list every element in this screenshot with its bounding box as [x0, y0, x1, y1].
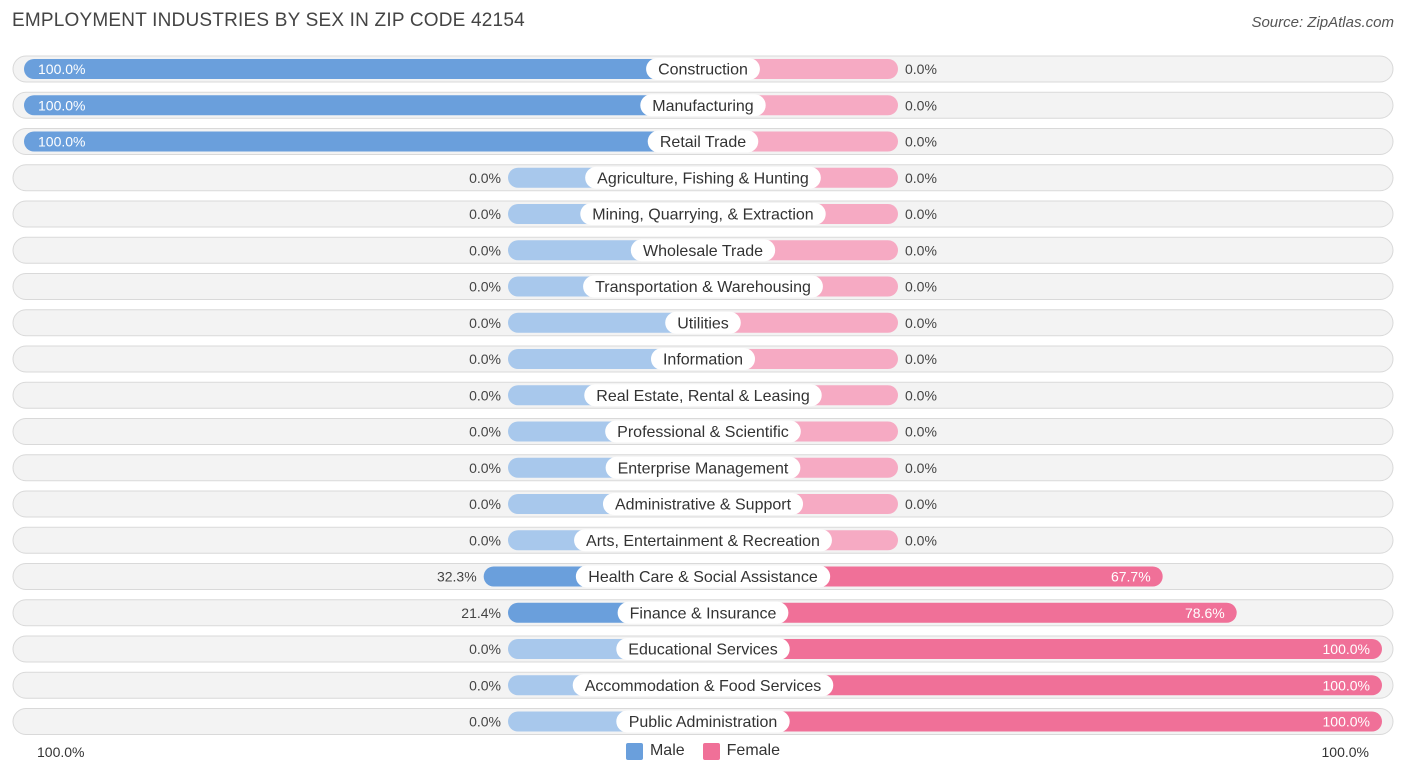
- chart-canvas: Construction 100.0% 0.0% Manufacturing 100.0…: [12, 55, 1394, 735]
- category-label-bg: [605, 420, 801, 443]
- category-label-bg: [630, 239, 776, 262]
- legend-label-female: Female: [726, 742, 781, 759]
- male-bar: [508, 312, 703, 333]
- category-label: Educational Services: [628, 642, 777, 659]
- category-label: Professional & Scientific: [617, 424, 789, 441]
- category-label-bg: [605, 456, 801, 479]
- category-label: Health Care & Social Assistance: [588, 569, 818, 586]
- axis-left-label: 100.0%: [37, 744, 85, 760]
- legend-item-female: Female: [702, 742, 781, 760]
- category-label-bg: [665, 311, 741, 334]
- category-label-bg: [617, 601, 789, 624]
- female-value-label: 0.0%: [905, 61, 937, 77]
- category-label-bg: [575, 565, 831, 588]
- female-value-label: 0.0%: [905, 496, 937, 512]
- category-label: Retail Trade: [660, 134, 746, 151]
- category-label-bg: [616, 638, 790, 660]
- category-label: Information: [663, 352, 743, 369]
- category-label-bg: [616, 710, 790, 733]
- female-value-label: 0.0%: [905, 424, 937, 440]
- legend-swatch-female: [702, 742, 720, 760]
- legend: Male Female: [0, 742, 1406, 760]
- chart-title: EMPLOYMENT INDUSTRIES BY SEX IN ZIP CODE…: [12, 10, 525, 31]
- male-value-label: 100.0%: [38, 134, 85, 150]
- male-value-label: 0.0%: [469, 460, 501, 476]
- female-value-label: 0.0%: [905, 134, 937, 150]
- category-label: Construction: [658, 62, 748, 79]
- female-value-label: 0.0%: [905, 532, 937, 548]
- female-value-label: 100.0%: [1323, 677, 1370, 693]
- male-value-label: 0.0%: [469, 714, 501, 730]
- category-label-bg: [574, 529, 832, 552]
- category-label: Utilities: [677, 315, 729, 332]
- female-value-label: 0.0%: [905, 315, 937, 331]
- female-value-label: 0.0%: [905, 97, 937, 113]
- female-value-label: 0.0%: [905, 460, 937, 476]
- female-value-label: 78.6%: [1185, 605, 1225, 621]
- category-label: Mining, Quarrying, & Extraction: [592, 207, 813, 224]
- category-label: Agriculture, Fishing & Hunting: [597, 170, 809, 187]
- female-value-label: 0.0%: [905, 351, 937, 367]
- male-value-label: 0.0%: [469, 677, 501, 693]
- male-bar: [24, 59, 703, 79]
- category-label-bg: [646, 58, 760, 80]
- male-value-label: 0.0%: [469, 315, 501, 331]
- axis-right-label: 100.0%: [1321, 744, 1369, 760]
- category-label: Public Administration: [629, 714, 778, 731]
- female-value-label: 0.0%: [905, 387, 937, 403]
- female-value-label: 0.0%: [905, 279, 937, 295]
- category-label-bg: [584, 384, 822, 407]
- female-bar: [703, 675, 1382, 696]
- female-bar: [703, 711, 1382, 732]
- female-value-label: 0.0%: [905, 206, 937, 222]
- female-bar: [703, 602, 1237, 623]
- female-bar: [703, 639, 1382, 659]
- category-label: Real Estate, Rental & Leasing: [596, 388, 809, 405]
- female-value-label: 100.0%: [1323, 641, 1370, 657]
- category-label: Arts, Entertainment & Recreation: [586, 533, 820, 550]
- male-value-label: 21.4%: [461, 605, 501, 621]
- male-value-label: 100.0%: [38, 61, 85, 77]
- category-label-bg: [580, 203, 826, 225]
- category-label: Administrative & Support: [615, 497, 792, 514]
- male-value-label: 0.0%: [469, 496, 501, 512]
- legend-swatch-male: [625, 742, 643, 760]
- female-value-label: 0.0%: [905, 242, 937, 258]
- category-label-bg: [583, 275, 823, 298]
- female-value-label: 100.0%: [1323, 714, 1370, 730]
- male-value-label: 0.0%: [469, 170, 501, 186]
- male-value-label: 0.0%: [469, 424, 501, 440]
- category-label: Wholesale Trade: [643, 243, 763, 260]
- category-label-bg: [602, 493, 804, 515]
- female-value-label: 67.7%: [1111, 569, 1151, 585]
- category-label-bg: [640, 94, 766, 117]
- category-label-bg: [647, 130, 759, 153]
- female-value-label: 0.0%: [905, 170, 937, 186]
- male-value-label: 0.0%: [469, 532, 501, 548]
- category-label: Finance & Insurance: [630, 605, 777, 622]
- source-note: Source: ZipAtlas.com: [1251, 14, 1394, 31]
- legend-item-male: Male: [625, 742, 685, 760]
- category-label: Enterprise Management: [618, 460, 789, 477]
- male-bar: [24, 95, 703, 116]
- male-value-label: 0.0%: [469, 206, 501, 222]
- category-label: Manufacturing: [652, 98, 753, 115]
- male-value-label: 32.3%: [437, 569, 477, 585]
- male-value-label: 100.0%: [38, 97, 85, 113]
- female-bar: [703, 312, 898, 333]
- male-value-label: 0.0%: [469, 387, 501, 403]
- male-value-label: 0.0%: [469, 641, 501, 657]
- category-label-bg: [572, 674, 834, 697]
- male-value-label: 0.0%: [469, 351, 501, 367]
- male-bar: [24, 131, 703, 152]
- category-label-bg: [650, 348, 756, 370]
- category-label: Transportation & Warehousing: [595, 279, 811, 296]
- legend-label-male: Male: [649, 742, 685, 759]
- category-label-bg: [585, 166, 821, 189]
- male-value-label: 0.0%: [469, 279, 501, 295]
- male-value-label: 0.0%: [469, 242, 501, 258]
- category-label: Accommodation & Food Services: [585, 678, 822, 695]
